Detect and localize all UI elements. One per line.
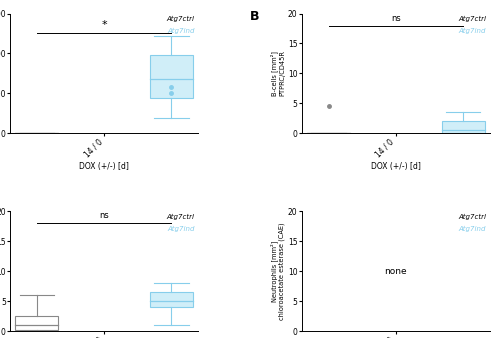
Text: Atg7ctrl: Atg7ctrl	[458, 16, 486, 22]
Text: B: B	[250, 10, 260, 23]
Text: ns: ns	[391, 14, 401, 23]
Text: none: none	[384, 267, 407, 276]
Text: Atg7ind: Atg7ind	[458, 28, 486, 34]
Text: ns: ns	[99, 211, 109, 220]
Text: *: *	[102, 20, 107, 29]
X-axis label: DOX (+/-) [d]: DOX (+/-) [d]	[79, 162, 129, 171]
FancyBboxPatch shape	[150, 55, 193, 98]
Text: Atg7ind: Atg7ind	[167, 28, 194, 34]
Text: Atg7ctrl: Atg7ctrl	[458, 214, 486, 220]
Y-axis label: B-cells [mm²]
PTPRC/CD45R: B-cells [mm²] PTPRC/CD45R	[270, 50, 285, 96]
FancyBboxPatch shape	[16, 316, 58, 330]
X-axis label: DOX (+/-) [d]: DOX (+/-) [d]	[371, 162, 421, 171]
Text: Atg7ctrl: Atg7ctrl	[166, 16, 194, 22]
FancyBboxPatch shape	[150, 292, 193, 307]
FancyBboxPatch shape	[442, 121, 484, 134]
Text: Atg7ind: Atg7ind	[458, 226, 486, 232]
Y-axis label: Neutrophils [mm²]
chloroacetate esterase (CAE): Neutrophils [mm²] chloroacetate esterase…	[270, 222, 285, 320]
Text: Atg7ctrl: Atg7ctrl	[166, 214, 194, 220]
Text: Atg7ind: Atg7ind	[167, 226, 194, 232]
